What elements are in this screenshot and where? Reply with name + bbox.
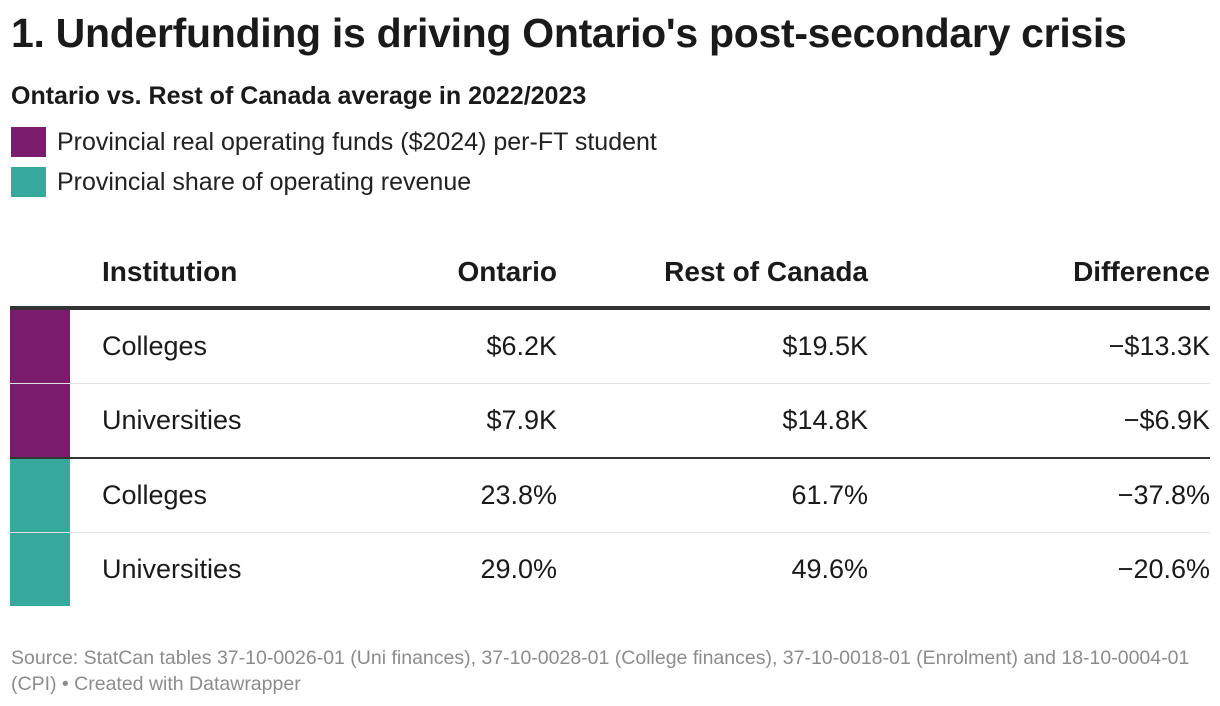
header-rest-of-canada: Rest of Canada <box>664 256 868 287</box>
header-institution: Institution <box>102 256 238 287</box>
cell-difference: −$6.9K <box>1123 405 1210 435</box>
header-ontario: Ontario <box>457 256 557 287</box>
legend-label-revenue-share: Provincial share of operating revenue <box>57 167 472 196</box>
cell-institution: Universities <box>102 554 242 584</box>
table-row: Colleges $6.2K $19.5K −$13.3K <box>10 310 1210 384</box>
group-band-operating-funds <box>10 310 70 383</box>
legend-item-operating-funds: Provincial real operating funds ($2024) … <box>11 122 657 162</box>
cell-difference: −37.8% <box>1117 480 1210 510</box>
cell-ontario: $6.2K <box>486 331 557 361</box>
cell-institution: Colleges <box>102 480 208 510</box>
cell-rest-of-canada: 49.6% <box>791 554 868 584</box>
cell-institution: Colleges <box>102 331 208 361</box>
chart-title: 1. Underfunding is driving Ontario's pos… <box>11 10 1127 56</box>
cell-rest-of-canada: $14.8K <box>782 405 868 435</box>
cell-ontario: 29.0% <box>480 554 557 584</box>
cell-ontario: 23.8% <box>480 480 557 510</box>
data-table: Institution Ontario Rest of Canada Diffe… <box>10 236 1210 606</box>
cell-difference: −20.6% <box>1117 554 1210 584</box>
cell-institution: Universities <box>102 405 242 435</box>
chart-subtitle: Ontario vs. Rest of Canada average in 20… <box>11 82 587 110</box>
cell-rest-of-canada: $19.5K <box>782 331 868 361</box>
header-difference: Difference <box>1073 256 1210 287</box>
cell-difference: −$13.3K <box>1108 331 1210 361</box>
source-footer: Source: StatCan tables 37-10-0026-01 (Un… <box>11 647 1190 695</box>
legend-swatch-teal <box>11 167 46 197</box>
legend: Provincial real operating funds ($2024) … <box>11 122 657 202</box>
legend-swatch-purple <box>11 127 46 157</box>
table-row: Universities $7.9K $14.8K −$6.9K <box>10 384 1210 459</box>
group-band-revenue-share <box>10 533 70 606</box>
cell-rest-of-canada: 61.7% <box>791 480 868 510</box>
table-row: Universities 29.0% 49.6% −20.6% <box>10 533 1210 606</box>
group-band-operating-funds <box>10 384 70 457</box>
table-row: Colleges 23.8% 61.7% −37.8% <box>10 459 1210 533</box>
group-band-revenue-share <box>10 459 70 532</box>
table-header: Institution Ontario Rest of Canada Diffe… <box>10 236 1210 310</box>
legend-item-revenue-share: Provincial share of operating revenue <box>11 162 657 202</box>
legend-label-operating-funds: Provincial real operating funds ($2024) … <box>57 127 657 156</box>
cell-ontario: $7.9K <box>486 405 557 435</box>
